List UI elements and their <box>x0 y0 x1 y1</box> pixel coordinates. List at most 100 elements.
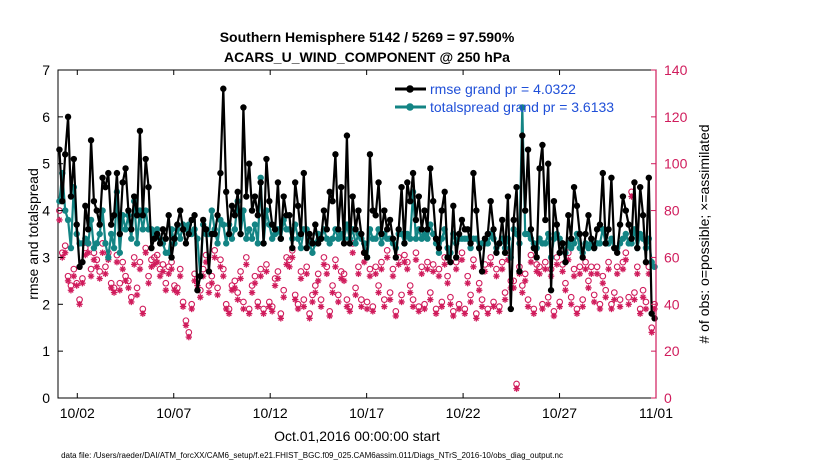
rmse-point <box>194 287 201 294</box>
obs-assimilated-marker <box>355 270 362 278</box>
totalspread-point <box>567 244 575 252</box>
obs-assimilated-marker <box>556 303 563 310</box>
rmse-point <box>349 193 356 200</box>
obs-assimilated-marker <box>524 303 532 310</box>
totalspread-point <box>335 235 342 242</box>
obs-possible-marker <box>498 258 506 266</box>
obs-possible-marker <box>541 258 549 266</box>
totalspread-point <box>128 235 135 242</box>
rmse-point <box>524 146 532 153</box>
obs-possible-marker <box>475 279 483 287</box>
obs-possible-marker <box>280 286 288 294</box>
obs-assimilated-marker <box>297 275 305 282</box>
obs-assimilated-marker <box>130 261 138 268</box>
obs-assimilated-marker <box>619 265 627 273</box>
obs-assimilated-marker <box>381 303 388 310</box>
rmse-point <box>579 254 586 261</box>
rmse-point <box>544 160 552 167</box>
rmse-point <box>102 183 109 191</box>
rmse-point <box>424 226 431 233</box>
rmse-point <box>619 193 627 200</box>
y-tick-label-left: 3 <box>42 249 50 265</box>
obs-assimilated-marker <box>300 303 308 310</box>
obs-assimilated-marker <box>596 305 604 313</box>
totalspread-point <box>622 230 630 238</box>
obs-possible-marker <box>631 289 638 296</box>
obs-possible-marker <box>352 284 359 292</box>
obs-possible-marker <box>610 289 618 296</box>
y-tick-label-left: 6 <box>42 109 50 125</box>
obs-assimilated-marker <box>599 280 607 287</box>
rmse-point <box>527 226 535 233</box>
obs-assimilated-marker <box>99 249 106 256</box>
rmse-point <box>389 235 397 242</box>
rmse-point <box>105 169 112 177</box>
rmse-point <box>550 198 558 205</box>
obs-assimilated-marker <box>622 256 630 263</box>
obs-possible-marker <box>524 296 532 303</box>
obs-assimilated-marker <box>139 310 147 317</box>
rmse-point <box>648 310 655 317</box>
obs-possible-marker <box>375 282 382 289</box>
obs-possible-marker <box>234 289 242 296</box>
rmse-point <box>179 226 187 233</box>
obs-possible-marker <box>329 282 336 289</box>
obs-assimilated-marker <box>266 303 273 310</box>
totalspread-point <box>378 240 385 247</box>
rmse-point <box>182 240 190 247</box>
rmse-point <box>153 230 161 238</box>
obs-possible-marker <box>576 263 584 271</box>
rmse-point <box>266 198 273 205</box>
obs-assimilated-marker <box>636 310 644 317</box>
obs-assimilated-marker <box>320 261 328 268</box>
obs-assimilated-marker <box>257 272 264 280</box>
totalspread-point <box>412 235 420 242</box>
obs-assimilated-marker <box>116 287 124 294</box>
obs-assimilated-marker <box>441 261 448 268</box>
rmse-point <box>335 226 342 233</box>
obs-possible-marker <box>418 263 426 271</box>
rmse-point <box>64 113 72 121</box>
rmse-point <box>642 258 650 266</box>
rmse-point <box>622 207 630 214</box>
rmse-point <box>404 179 411 186</box>
rmse-point <box>185 230 193 238</box>
rmse-point <box>599 169 607 177</box>
rmse-point <box>504 193 512 200</box>
rmse-point <box>320 207 328 214</box>
rmse-point <box>119 179 126 186</box>
rmse-point <box>162 235 170 242</box>
obs-assimilated-marker <box>197 294 204 301</box>
rmse-point <box>363 254 371 261</box>
obs-possible-marker <box>602 286 610 294</box>
rmse-point <box>79 258 86 266</box>
obs-possible-marker <box>378 258 385 266</box>
rmse-point <box>484 230 492 238</box>
obs-possible-marker <box>435 265 443 273</box>
obs-assimilated-marker <box>559 268 566 275</box>
obs-assimilated-marker <box>493 272 500 280</box>
rmse-point <box>429 198 437 205</box>
obs-assimilated-marker <box>326 312 333 320</box>
rmse-point <box>605 226 612 233</box>
rmse-point <box>202 226 210 233</box>
obs-assimilated-marker <box>182 322 190 329</box>
obs-assimilated-marker <box>179 303 187 310</box>
obs-possible-marker <box>639 286 647 294</box>
totalspread-point <box>271 230 279 238</box>
obs-possible-marker <box>357 296 365 303</box>
obs-assimilated-marker <box>389 272 397 280</box>
obs-possible-marker <box>389 265 397 273</box>
obs-assimilated-marker <box>424 265 431 273</box>
obs-assimilated-marker <box>291 296 299 303</box>
rmse-point <box>470 169 477 177</box>
obs-assimilated-marker <box>536 270 543 278</box>
obs-assimilated-marker <box>87 272 95 280</box>
obs-possible-marker <box>320 254 328 261</box>
obs-assimilated-marker <box>498 265 506 273</box>
totalspread-point <box>519 104 526 111</box>
rmse-point <box>61 151 69 158</box>
rmse-point <box>217 169 224 177</box>
obs-possible-marker <box>214 284 221 292</box>
